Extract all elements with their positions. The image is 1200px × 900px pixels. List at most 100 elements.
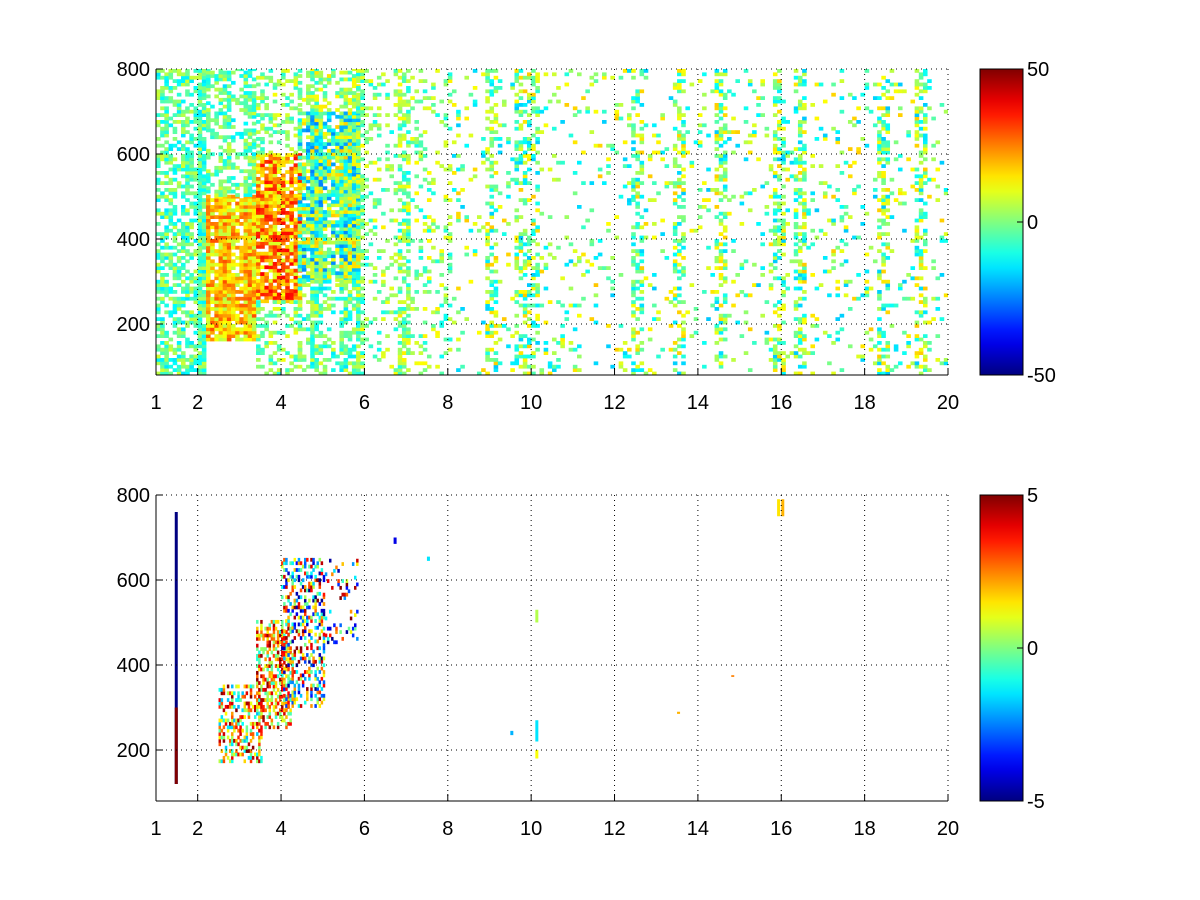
heatmap-cell	[331, 257, 336, 262]
heatmap-cell	[231, 310, 236, 315]
heatmap-cell	[181, 232, 186, 236]
heatmap-cell	[418, 69, 424, 73]
heatmap-cell	[793, 276, 799, 281]
heatmap-cell	[201, 262, 207, 267]
heatmap-cell	[326, 142, 332, 146]
heatmap-cell	[443, 123, 449, 128]
heatmap-cell	[243, 252, 249, 257]
heatmap-cell	[314, 347, 319, 352]
heatmap-cell	[356, 354, 361, 359]
heatmap-cell	[635, 154, 640, 158]
heatmap-cell	[168, 286, 174, 291]
heatmap-cell	[176, 109, 182, 114]
heatmap-cell	[226, 228, 232, 233]
heatmap-cell	[718, 317, 724, 321]
heatmap-cell	[318, 125, 324, 129]
heatmap-cell	[210, 118, 215, 123]
heatmap-cell	[293, 268, 299, 273]
heatmap-cell	[331, 368, 336, 372]
heatmap-cell	[414, 341, 420, 345]
heatmap-cell	[226, 211, 232, 216]
heatmap-cell	[164, 228, 169, 233]
heatmap-cell	[231, 324, 236, 328]
heatmap-cell	[264, 103, 269, 107]
heatmap-cell	[531, 147, 536, 151]
heatmap-cell	[447, 232, 453, 236]
heatmap-cell	[764, 181, 770, 185]
heatmap-cell	[347, 159, 353, 163]
heatmap-cell	[347, 206, 353, 211]
heatmap-cell	[614, 215, 620, 219]
heatmap-cell	[585, 218, 590, 223]
heatmap-cell	[489, 245, 495, 250]
heatmap-cell	[168, 371, 174, 375]
heatmap-cell	[356, 106, 361, 111]
heatmap-cell	[168, 96, 174, 100]
heatmap-cell	[343, 240, 349, 245]
heatmap-cell	[356, 337, 361, 342]
heatmap-cell	[235, 290, 240, 294]
heatmap-cell	[406, 130, 411, 134]
heatmap-cell	[218, 135, 224, 140]
heatmap-cell	[285, 258, 290, 263]
heatmap-cell	[489, 283, 495, 287]
heatmap-cell	[793, 106, 799, 111]
heatmap-cell	[331, 111, 336, 116]
heatmap-cell	[256, 268, 261, 273]
heatmap-cell	[714, 327, 720, 332]
heatmap-cell	[376, 157, 382, 162]
heatmap-cell	[622, 351, 628, 355]
heatmap-cell	[401, 344, 407, 349]
heatmap-cell	[201, 364, 207, 369]
heatmap-cell	[160, 276, 165, 281]
heatmap-cell	[264, 75, 269, 80]
heatmap-cell	[522, 232, 528, 236]
heatmap-cell	[172, 126, 178, 131]
heatmap-cell	[247, 189, 253, 194]
heatmap-cell	[243, 97, 249, 102]
heatmap-cell	[276, 282, 282, 287]
heatmap-cell	[677, 337, 682, 342]
heatmap-cell	[552, 92, 557, 97]
heatmap-cell	[718, 256, 724, 260]
heatmap-cell	[331, 290, 336, 294]
heatmap-cell	[489, 320, 495, 325]
heatmap-cell	[343, 182, 349, 187]
heatmap-cell	[639, 347, 645, 352]
heatmap-cell	[222, 114, 228, 119]
heatmap-cell	[343, 271, 349, 276]
heatmap-cell	[326, 254, 332, 259]
heatmap-cell	[577, 344, 582, 349]
heatmap-cell	[268, 126, 274, 131]
heatmap-cell	[293, 289, 299, 293]
heatmap-cell	[268, 334, 274, 338]
heatmap-cell	[189, 167, 194, 172]
heatmap-cell	[772, 171, 778, 175]
heatmap-cell	[339, 186, 344, 191]
heatmap-cell	[677, 269, 682, 274]
heatmap-cell	[577, 256, 582, 260]
heatmap-cell	[222, 330, 228, 335]
heatmap-cell	[193, 300, 199, 304]
heatmap-cell	[168, 69, 174, 73]
heatmap-cell	[160, 371, 165, 375]
heatmap-cell	[306, 283, 311, 287]
heatmap-cell	[401, 307, 407, 311]
heatmap-cell	[497, 86, 503, 90]
heatmap-cell	[793, 174, 799, 179]
heatmap-cell	[256, 180, 261, 185]
heatmap-cell	[422, 368, 428, 372]
heatmap-cell	[677, 113, 682, 117]
heatmap-cell	[468, 228, 474, 233]
heatmap-cell	[360, 174, 365, 179]
heatmap-cell	[314, 213, 319, 218]
heatmap-cell	[285, 170, 290, 174]
heatmap-cell	[401, 256, 407, 260]
heatmap-cell	[181, 279, 186, 284]
heatmap-cell	[431, 191, 436, 196]
heatmap-cell	[639, 89, 645, 94]
heatmap-cell	[247, 169, 253, 174]
heatmap-cell	[389, 256, 394, 260]
heatmap-cell	[535, 262, 540, 267]
heatmap-cell	[185, 293, 190, 298]
